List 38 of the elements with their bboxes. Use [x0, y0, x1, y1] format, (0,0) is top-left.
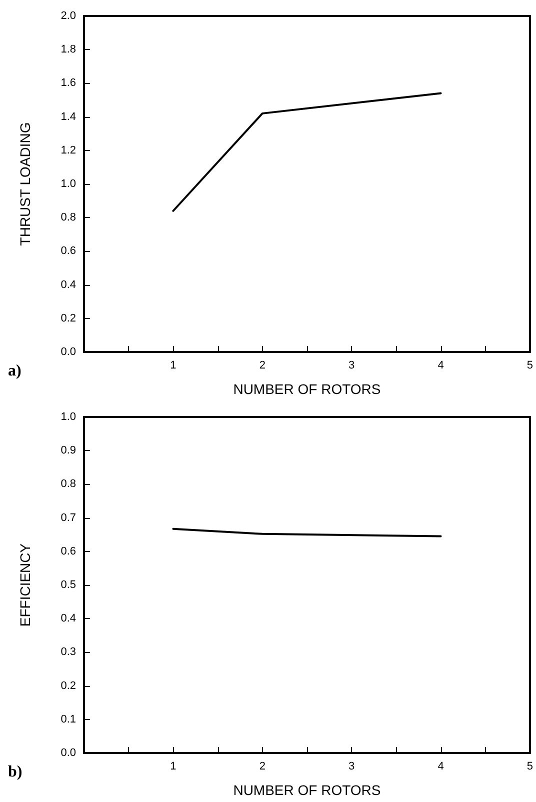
text: b)	[8, 764, 22, 780]
text: a)	[8, 362, 22, 380]
y-tick-label: 0.4	[60, 612, 76, 625]
x-tick-label: 1	[170, 360, 176, 372]
y-axis-title: THRUST LOADING	[17, 122, 33, 246]
y-tick-label: 0.6	[60, 245, 76, 258]
y-tick-label: 1.0	[60, 178, 76, 190]
x-tick-label: 4	[438, 760, 444, 772]
x-axis-title: NUMBER OF ROTORS	[233, 782, 381, 798]
y-tick-label: 2.0	[60, 10, 76, 22]
y-axis-title: EFFICIENCY	[17, 542, 33, 627]
y-tick-label: 0.2	[60, 312, 76, 324]
y-tick-label: 0.6	[60, 545, 76, 558]
y-tick-label: 0.4	[60, 278, 76, 291]
y-tick-label: 0.5	[60, 579, 76, 591]
y-tick-label: 0.2	[60, 680, 76, 692]
x-tick-label: 2	[259, 760, 266, 772]
y-tick-label: 1.2	[60, 144, 76, 156]
y-tick-label: 0.1	[60, 713, 76, 726]
y-tick-label: 1.0	[60, 411, 76, 423]
x-tick-label: 1	[170, 760, 176, 772]
y-tick-label: 0.0	[60, 346, 76, 358]
y-tick-label: 0.9	[60, 444, 76, 457]
x-axis-title: NUMBER OF ROTORS	[233, 381, 381, 397]
x-tick-label: 3	[348, 360, 355, 372]
y-tick-label: 0.7	[60, 512, 76, 524]
x-tick-label: 3	[348, 760, 355, 772]
x-tick-label: 4	[438, 360, 444, 372]
y-tick-label: 0.3	[60, 646, 76, 658]
y-tick-label: 1.4	[60, 110, 76, 123]
y-tick-label: 1.8	[60, 44, 76, 56]
y-tick-label: 1.6	[60, 77, 76, 90]
x-tick-label: 2	[259, 360, 266, 372]
y-tick-label: 0.8	[60, 212, 76, 224]
x-tick-label: 5	[526, 760, 534, 772]
y-tick-label: 0.8	[60, 478, 76, 490]
y-tick-label: 0.0	[60, 747, 76, 759]
x-tick-label: 5	[526, 360, 534, 372]
